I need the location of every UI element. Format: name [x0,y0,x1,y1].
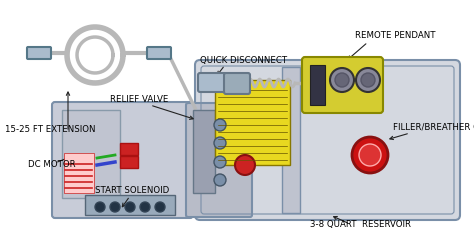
Bar [215,80,290,165]
Text: START SOLENOID: START SOLENOID [95,186,169,195]
FancyBboxPatch shape [147,47,171,59]
Circle shape [359,144,381,166]
Circle shape [95,202,105,212]
Circle shape [330,68,354,92]
Bar [120,143,138,155]
Bar [64,153,94,193]
Circle shape [125,202,135,212]
Circle shape [214,137,226,149]
FancyBboxPatch shape [195,60,460,220]
Text: REMOTE PENDANT: REMOTE PENDANT [355,31,436,40]
Circle shape [155,202,165,212]
FancyBboxPatch shape [302,57,383,113]
FancyBboxPatch shape [186,103,252,217]
Circle shape [214,174,226,186]
Circle shape [352,137,388,173]
Circle shape [214,119,226,131]
Circle shape [235,155,255,175]
Circle shape [356,68,380,92]
Circle shape [214,156,226,168]
Bar [310,65,325,105]
Bar [120,156,138,168]
Circle shape [110,202,120,212]
Text: 3-8 QUART  RESERVOIR: 3-8 QUART RESERVOIR [310,220,411,229]
Bar [193,110,215,193]
Text: QUICK DISCONNECT: QUICK DISCONNECT [200,56,287,65]
FancyBboxPatch shape [27,47,51,59]
FancyBboxPatch shape [198,73,227,92]
Bar [282,67,300,213]
Circle shape [361,73,375,87]
Text: FILLER/BREATHER CAP: FILLER/BREATHER CAP [393,123,474,132]
Circle shape [335,73,349,87]
Text: DC MOTOR: DC MOTOR [28,160,76,169]
Bar [62,110,120,198]
Text: 15-25 FT EXTENSION: 15-25 FT EXTENSION [5,125,95,134]
Circle shape [140,202,150,212]
FancyBboxPatch shape [52,102,193,218]
Text: RELIEF VALVE: RELIEF VALVE [110,95,168,104]
Bar [85,195,175,215]
FancyBboxPatch shape [224,73,250,94]
